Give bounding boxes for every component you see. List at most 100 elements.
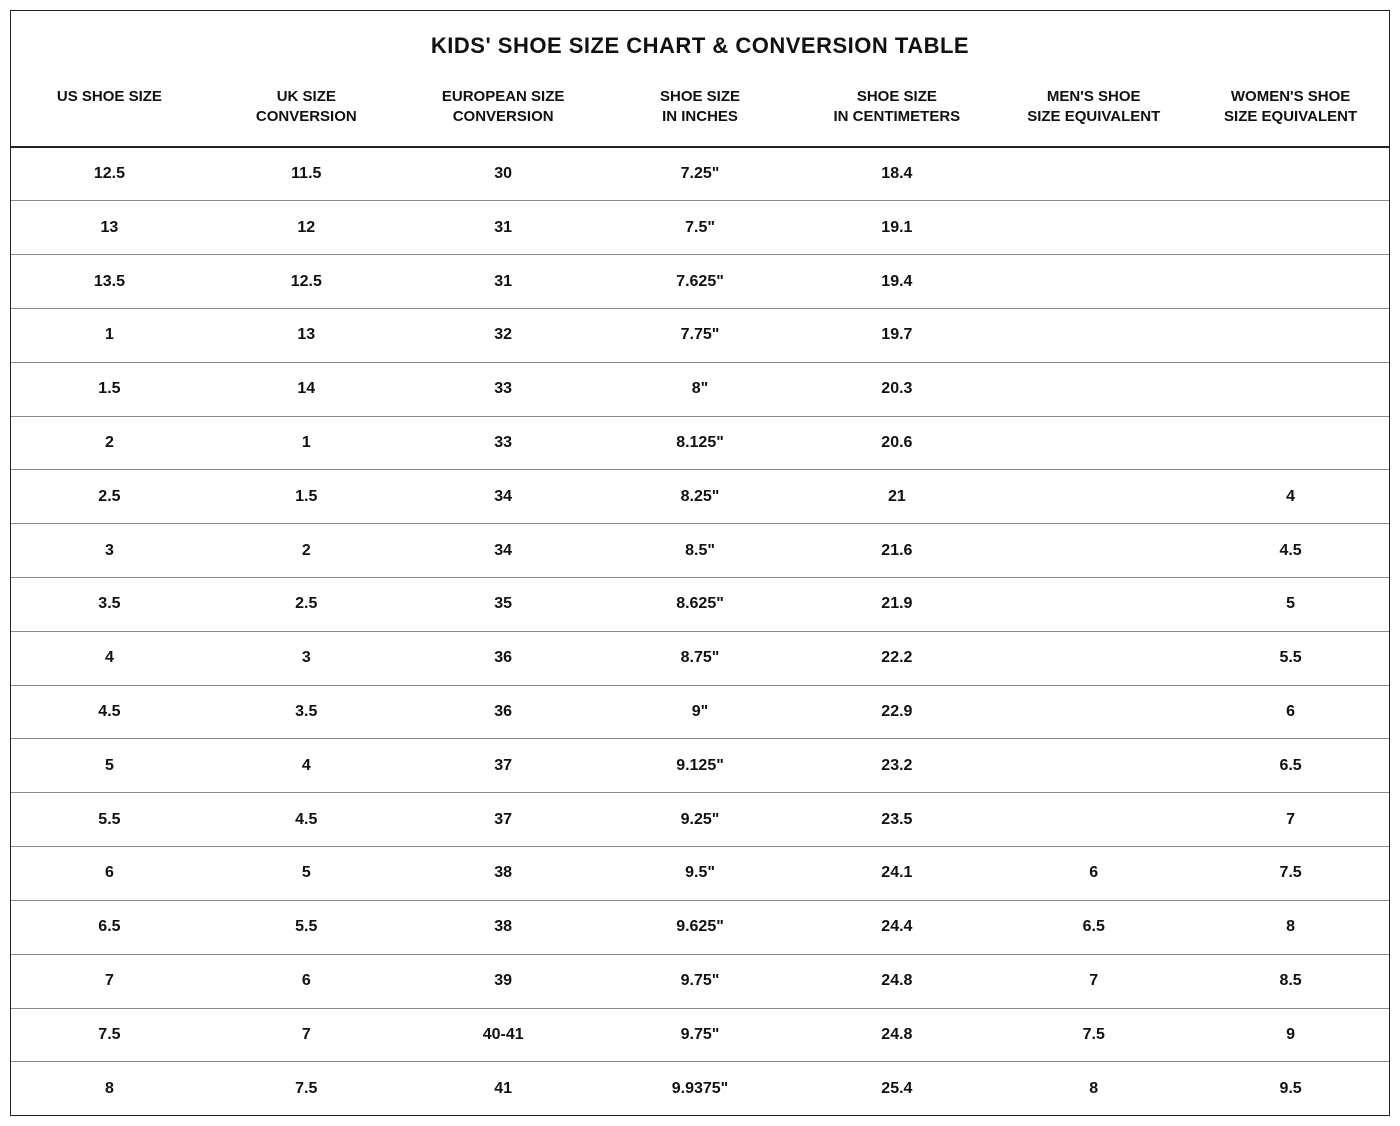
header-line2: CONVERSION [214, 107, 399, 127]
table-row: 3.52.5358.625"21.95 [11, 578, 1389, 632]
header-cell: WOMEN'S SHOESIZE EQUIVALENT [1192, 87, 1389, 128]
table-cell: 8.5" [602, 542, 799, 560]
table-cell: 9.125" [602, 757, 799, 775]
table-cell: 8.5 [1192, 972, 1389, 990]
table-row: 6.55.5389.625"24.46.58 [11, 901, 1389, 955]
table-cell: 7.625" [602, 273, 799, 291]
table-cell: 2 [208, 542, 405, 560]
table-cell: 2 [11, 434, 208, 452]
table-row: 87.5419.9375"25.489.5 [11, 1062, 1389, 1115]
table-cell: 4.5 [11, 703, 208, 721]
table-cell: 7 [208, 1026, 405, 1044]
table-cell: 35 [405, 595, 602, 613]
table-row: 5.54.5379.25"23.5 7 [11, 793, 1389, 847]
table-cell: 13 [208, 326, 405, 344]
table-row: 4.53.5369"22.96 [11, 686, 1389, 740]
header-cell: MEN'S SHOESIZE EQUIVALENT [995, 87, 1192, 128]
table-cell: 1 [208, 434, 405, 452]
table-cell: 4.5 [1192, 542, 1389, 560]
table-row: 1.514338"20.3 [11, 363, 1389, 417]
header-line1: US SHOE SIZE [17, 87, 202, 107]
table-cell: 23.5 [798, 811, 995, 829]
table-cell: 32 [405, 326, 602, 344]
header-line1: SHOE SIZE [608, 87, 793, 107]
header-cell: UK SIZECONVERSION [208, 87, 405, 128]
table-cell: 19.7 [798, 326, 995, 344]
table-cell: 8 [11, 1080, 208, 1098]
table-cell: 12.5 [11, 165, 208, 183]
table-cell: 6.5 [1192, 757, 1389, 775]
table-cell: 12.5 [208, 273, 405, 291]
table-cell: 20.3 [798, 380, 995, 398]
header-line2: SIZE EQUIVALENT [1198, 107, 1383, 127]
table-cell: 7.5 [11, 1026, 208, 1044]
table-cell: 38 [405, 864, 602, 882]
table-cell: 1 [11, 326, 208, 344]
table-cell: 21 [798, 488, 995, 506]
table-cell: 8.25" [602, 488, 799, 506]
table-cell: 38 [405, 918, 602, 936]
header-line1: WOMEN'S SHOE [1198, 87, 1383, 107]
size-chart-container: KIDS' SHOE SIZE CHART & CONVERSION TABLE… [10, 10, 1390, 1116]
table-row: 76399.75"24.878.5 [11, 955, 1389, 1009]
table-row: 113327.75"19.7 [11, 309, 1389, 363]
table-cell: 13 [11, 219, 208, 237]
table-cell: 4 [11, 649, 208, 667]
table-cell: 39 [405, 972, 602, 990]
table-cell: 9 [1192, 1026, 1389, 1044]
table-cell: 8.625" [602, 595, 799, 613]
table-cell: 4 [208, 757, 405, 775]
table-cell: 34 [405, 542, 602, 560]
table-cell: 7 [1192, 811, 1389, 829]
table-cell: 9.9375" [602, 1080, 799, 1098]
table-row: 32348.5"21.64.5 [11, 524, 1389, 578]
table-cell: 24.1 [798, 864, 995, 882]
header-cell: US SHOE SIZE [11, 87, 208, 128]
table-cell: 24.8 [798, 972, 995, 990]
table-row: 12.511.5307.25"18.4 [11, 148, 1389, 202]
header-line1: SHOE SIZE [804, 87, 989, 107]
table-cell: 31 [405, 219, 602, 237]
header-line2: IN CENTIMETERS [804, 107, 989, 127]
table-cell: 9.5 [1192, 1080, 1389, 1098]
table-cell: 19.1 [798, 219, 995, 237]
table-cell: 18.4 [798, 165, 995, 183]
table-cell: 7.5" [602, 219, 799, 237]
table-cell: 12 [208, 219, 405, 237]
table-row: 13.512.5317.625"19.4 [11, 255, 1389, 309]
table-cell: 9.75" [602, 1026, 799, 1044]
table-cell: 19.4 [798, 273, 995, 291]
table-cell: 33 [405, 380, 602, 398]
table-cell: 9.75" [602, 972, 799, 990]
table-cell: 23.2 [798, 757, 995, 775]
table-cell: 5.5 [11, 811, 208, 829]
table-cell: 36 [405, 703, 602, 721]
table-row: 54379.125"23.26.5 [11, 739, 1389, 793]
table-body: 12.511.5307.25"18.41312317.5"19.113.512.… [11, 148, 1389, 1116]
table-cell: 8 [995, 1080, 1192, 1098]
table-cell: 8 [1192, 918, 1389, 936]
table-cell: 9.25" [602, 811, 799, 829]
table-cell: 21.9 [798, 595, 995, 613]
table-cell: 5 [11, 757, 208, 775]
table-cell: 5 [1192, 595, 1389, 613]
header-line2: IN INCHES [608, 107, 793, 127]
table-cell: 8.125" [602, 434, 799, 452]
table-cell: 6 [1192, 703, 1389, 721]
table-cell: 7 [995, 972, 1192, 990]
table-cell: 37 [405, 811, 602, 829]
table-cell: 30 [405, 165, 602, 183]
header-cell: EUROPEAN SIZECONVERSION [405, 87, 602, 128]
table-cell: 2.5 [208, 595, 405, 613]
table-cell: 24.8 [798, 1026, 995, 1044]
table-cell: 34 [405, 488, 602, 506]
table-cell: 6.5 [995, 918, 1192, 936]
table-cell: 4.5 [208, 811, 405, 829]
table-cell: 9.625" [602, 918, 799, 936]
table-cell: 22.2 [798, 649, 995, 667]
table-cell: 7.25" [602, 165, 799, 183]
table-row: 2.51.5348.25"214 [11, 470, 1389, 524]
table-cell: 7.5 [995, 1026, 1192, 1044]
table-cell: 21.6 [798, 542, 995, 560]
table-row: 7.5740-419.75"24.87.59 [11, 1009, 1389, 1063]
